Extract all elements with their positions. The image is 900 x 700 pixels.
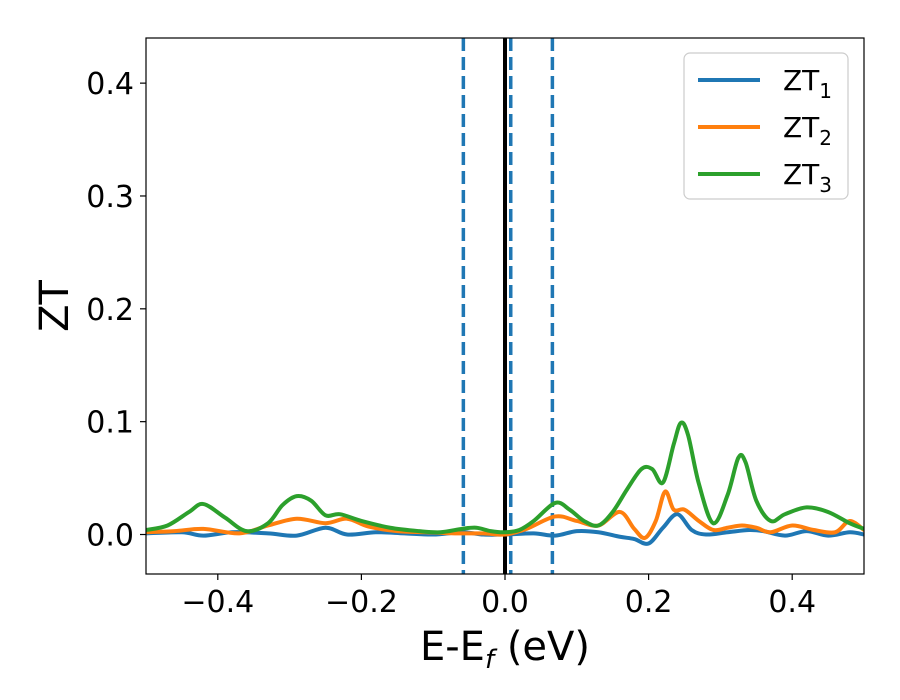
y-tick-label: 0.2 — [86, 293, 134, 328]
y-axis-title: ZT — [32, 280, 78, 332]
legend-label-zt1: ZT1 — [783, 64, 832, 103]
x-axis-ticks: −0.4 −0.2 0.0 0.2 0.4 — [181, 574, 816, 620]
legend-label-zt2: ZT2 — [783, 111, 832, 150]
legend-label-zt3: ZT3 — [783, 158, 832, 197]
series-group — [146, 420, 864, 546]
x-axis-title: E-Ef (eV) — [420, 624, 590, 675]
y-tick-label: 0.1 — [86, 406, 134, 441]
x-tick-label: 0.0 — [481, 585, 529, 620]
y-tick-label: 0.0 — [86, 519, 134, 554]
x-tick-label: −0.2 — [325, 585, 398, 620]
series-line-zt3 — [146, 420, 864, 535]
x-tick-label: 0.2 — [625, 585, 673, 620]
y-tick-label: 0.3 — [86, 180, 134, 215]
x-tick-label: −0.4 — [181, 585, 254, 620]
legend: ZT1 ZT2 ZT3 — [683, 52, 849, 200]
y-axis-ticks: 0.0 0.1 0.2 0.3 0.4 — [86, 67, 146, 554]
y-tick-label: 0.4 — [86, 67, 134, 102]
legend-box — [683, 52, 849, 200]
x-tick-label: 0.4 — [768, 585, 816, 620]
reference-lines — [461, 38, 555, 574]
